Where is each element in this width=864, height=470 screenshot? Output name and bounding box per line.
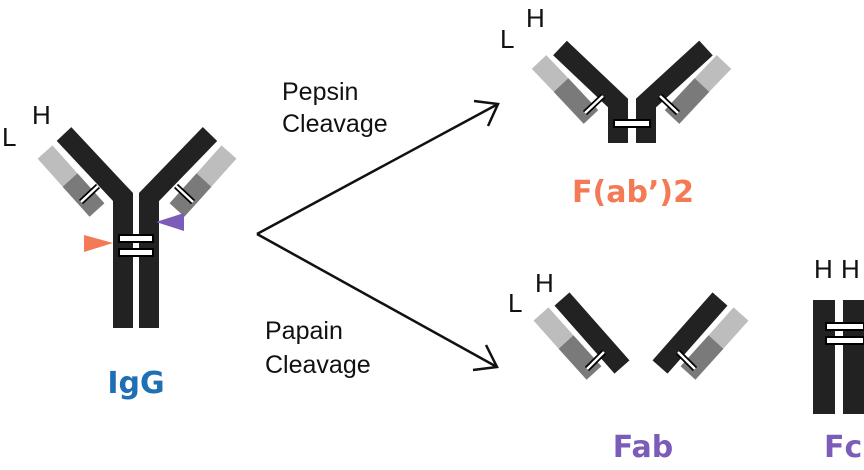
fab2-light-chain-label: L xyxy=(500,24,514,54)
fab2-fragment: L H F(ab’)2 xyxy=(500,3,732,210)
igg-disulfide-bonds xyxy=(78,183,196,257)
igg-heavy-chains xyxy=(56,127,218,328)
igg-label: IgG xyxy=(107,366,164,401)
fab2-disulfide-bonds xyxy=(582,93,681,128)
igg-light-chains xyxy=(37,145,237,217)
papain-arrowhead xyxy=(472,344,499,372)
fab2-label: F(ab’)2 xyxy=(572,175,694,210)
pepsin-arrowhead xyxy=(473,99,500,127)
pepsin-step-line2: Cleavage xyxy=(282,110,388,138)
fc-disulfide-bonds xyxy=(825,322,864,345)
fc-label: Fc xyxy=(824,430,862,465)
papain-arrow xyxy=(256,232,498,369)
fc-heavy-chain-label-2: H xyxy=(841,254,860,284)
fab-light-chain-label: L xyxy=(508,288,522,318)
fab-label: Fab xyxy=(613,430,673,465)
pepsin-arrow xyxy=(256,102,499,236)
papain-step-line2: Cleavage xyxy=(265,351,371,379)
fab2-heavy-chains xyxy=(553,40,713,143)
fc-heavy-chains xyxy=(813,300,864,414)
fab-heavy-chain-label: H xyxy=(535,268,554,298)
igg-heavy-chain-label: H xyxy=(32,100,51,130)
igg-molecule: L H IgG xyxy=(2,100,237,401)
fc-fragment: H H Fc xyxy=(813,254,864,465)
pepsin-step-line1: Pepsin xyxy=(282,78,358,106)
fab-fragment-right xyxy=(652,292,749,380)
igg-light-chain-label: L xyxy=(2,122,16,152)
papain-cleavage-site-marker xyxy=(156,213,184,231)
fc-heavy-chain-label-1: H xyxy=(814,254,833,284)
pepsin-cleavage-site-marker xyxy=(84,235,113,252)
fab2-heavy-chain-label: H xyxy=(526,3,545,33)
fab-fragments: L H Fab xyxy=(508,268,749,465)
cleavage-arrows xyxy=(256,99,500,372)
fab-fragment-left xyxy=(533,292,630,380)
papain-step-line1: Papain xyxy=(265,317,343,345)
